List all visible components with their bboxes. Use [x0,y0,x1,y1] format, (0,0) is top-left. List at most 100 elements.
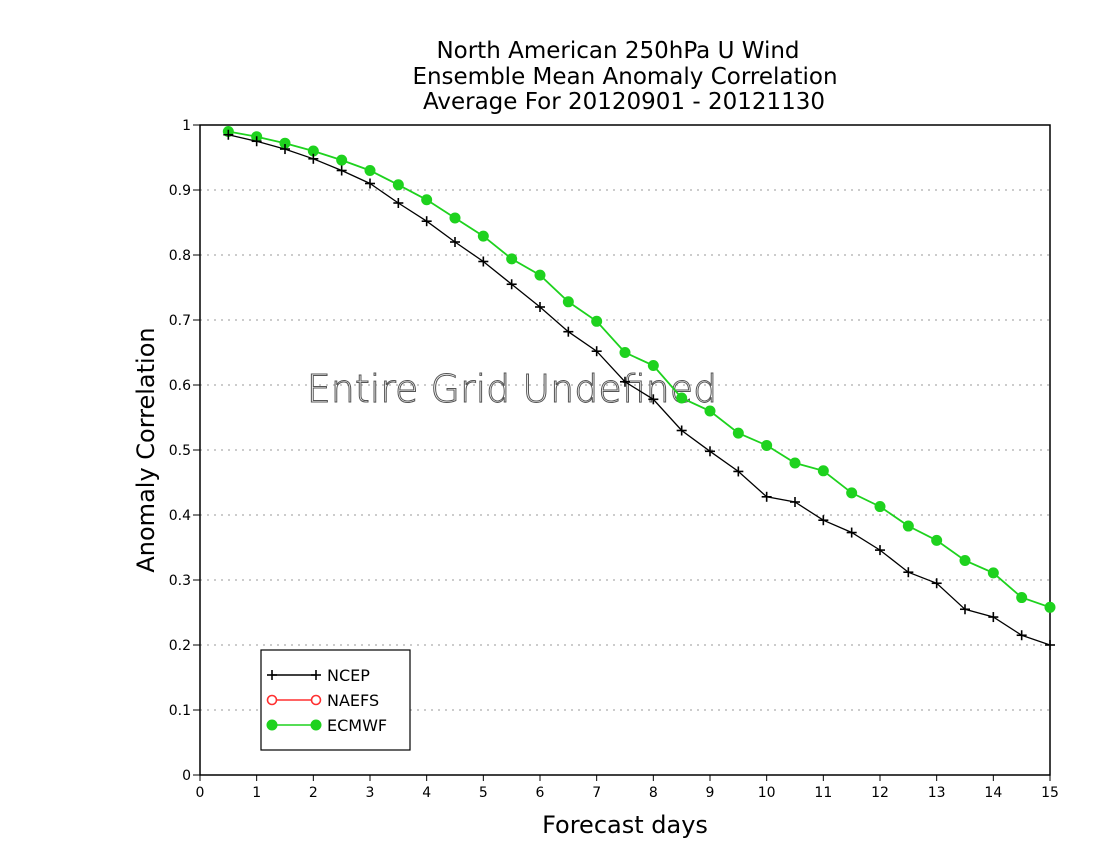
ecmwf-point [506,253,518,265]
ecmwf-point [1044,601,1056,613]
legend-label-ecmwf: ECMWF [327,716,387,735]
ncep-point [393,198,404,208]
y-tick-label: 0.4 [169,508,191,524]
ecmwf-point [959,555,971,566]
y-tick-label: 0.6 [169,378,191,394]
ncep-point [676,425,687,436]
ecmwf-point [364,165,376,176]
ncep-point [733,466,744,477]
ecmwf-point [732,427,744,439]
ncep-point [790,497,800,507]
x-tick-label: 9 [706,785,715,801]
y-axis-label: Anomaly Correlation [132,327,160,572]
ncep-point [1016,630,1027,641]
ecmwf-point [846,487,858,499]
x-tick-label: 6 [536,785,545,801]
y-tick-label: 0.3 [169,573,191,589]
ncep-point [846,527,857,538]
title-line-3: Average For 20120901 - 20121130 [423,89,825,115]
undefined-grid-annotation: Entire Grid Undefined [307,367,718,411]
ncep-point [931,578,942,589]
x-tick-label: 10 [758,785,776,801]
ncep-point [761,491,772,502]
ecmwf-point [704,405,716,417]
ecmwf-point [817,465,829,477]
y-tick-label: 0.9 [169,183,191,199]
ecmwf-point [761,439,773,451]
x-tick-label: 12 [871,785,889,801]
ncep-point [960,604,970,615]
x-tick-label: 7 [592,785,601,801]
ncep-point [988,612,999,623]
legend-marker-ncep [267,670,277,680]
x-tick-label: 2 [309,785,318,801]
ncep-point [563,326,574,337]
x-tick-label: 8 [649,785,658,801]
ecmwf-point [619,347,631,358]
legend-marker-ncep [311,670,321,680]
ncep-point [1045,640,1055,650]
ecmwf-point [392,179,404,191]
legend-marker-ecmwf [310,719,322,731]
ecmwf-point [1016,592,1028,604]
ecmwf-point [987,567,999,579]
legend: NCEP NAEFS ECMWF [260,649,411,751]
ncep-point [450,237,460,247]
y-tick-label: 1 [182,118,191,134]
ecmwf-point [421,194,433,206]
ncep-point [308,153,319,164]
ncep-point [648,394,659,405]
ncep-point [903,567,914,578]
x-axis-label: Forecast days [542,811,708,839]
chart-title: North American 250hPa U Wind Ensemble Me… [412,38,837,115]
ncep-point [251,136,262,147]
x-tick-label: 11 [814,785,832,801]
x-tick-label: 4 [422,785,431,801]
ncep-point [365,178,375,189]
ncep-point [818,515,829,526]
y-tick-label: 0.2 [169,638,191,654]
y-tick-label: 0.8 [169,248,191,264]
ncep-series-line [228,134,1051,646]
ncep-point [478,256,489,267]
ncep-point [280,144,290,155]
ecmwf-point [477,230,489,242]
x-tick-label: 15 [1041,785,1059,801]
ncep-point [535,302,545,312]
ecmwf-point [647,360,659,371]
legend-label-naefs: NAEFS [327,691,379,710]
ecmwf-point [676,392,688,404]
x-tick-label: 5 [479,785,488,801]
y-tick-label: 0.1 [169,703,191,719]
ncep-point [620,376,630,387]
legend-marker-naefs [266,694,278,706]
ncep-point [506,279,517,290]
ecmwf-point [902,520,914,532]
title-line-1: North American 250hPa U Wind [436,38,799,64]
x-tick-label: 13 [928,785,946,801]
ncep-point [875,545,885,556]
legend-marker-naefs [310,694,322,706]
x-tick-label: 14 [984,785,1002,801]
axis-ticks: 00.10.20.30.40.50.60.70.80.910 1 2 3 4 5 6 7 8 9 1… [169,118,1059,801]
legend-label-ncep: NCEP [327,666,370,685]
ncep-point [223,129,234,140]
x-tick-label: 0 [196,785,205,801]
ncep-point [421,216,432,227]
x-tick-label: 1 [252,785,261,801]
ncep-point [705,446,715,457]
series-layer [222,126,1056,650]
grid-lines [200,124,1050,711]
ecmwf-point [789,457,801,469]
ncep-point [336,165,347,176]
ncep-point [591,346,602,357]
ecmwf-point [449,212,461,224]
y-tick-label: 0 [182,768,191,784]
ecmwf-point [591,315,603,327]
ecmwf-point [562,296,574,308]
title-line-2: Ensemble Mean Anomaly Correlation [412,64,837,90]
x-tick-label: 3 [366,785,375,801]
ecmwf-point [874,501,886,513]
ecmwf-point [336,154,348,166]
